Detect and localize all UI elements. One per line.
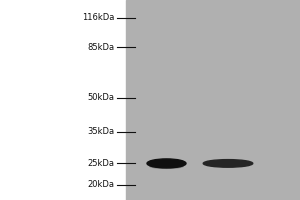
Text: 20kDa: 20kDa — [87, 180, 114, 189]
FancyBboxPatch shape — [126, 0, 300, 200]
Ellipse shape — [203, 160, 253, 167]
Text: 50kDa: 50kDa — [87, 93, 114, 102]
Text: 85kDa: 85kDa — [87, 43, 114, 52]
Ellipse shape — [150, 164, 183, 168]
Text: 116kDa: 116kDa — [82, 13, 114, 22]
Text: 35kDa: 35kDa — [87, 127, 114, 136]
Text: 25kDa: 25kDa — [87, 159, 114, 168]
Ellipse shape — [147, 159, 186, 168]
